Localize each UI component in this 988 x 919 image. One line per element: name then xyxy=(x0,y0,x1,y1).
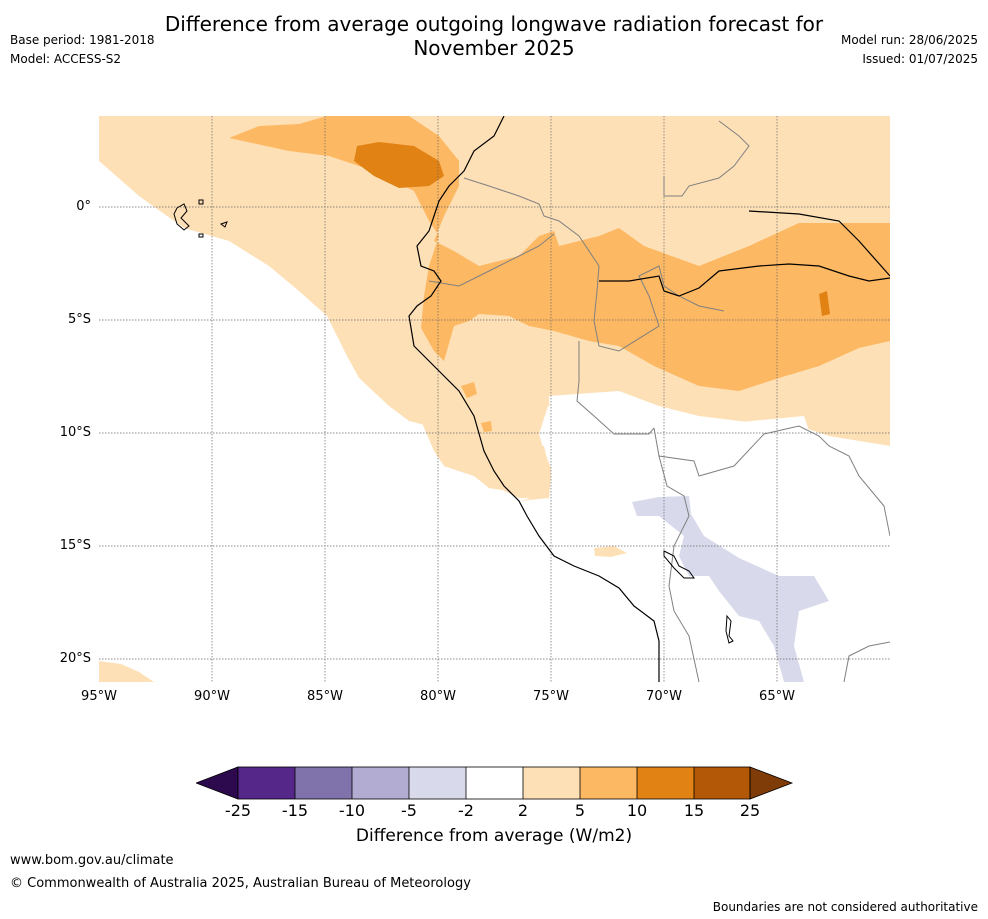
colorbar-tick-9: 15 xyxy=(683,801,705,820)
issued-date: Issued: 01/07/2025 xyxy=(862,52,978,66)
title-line-2: November 2025 xyxy=(413,36,575,60)
colorbar-bin-4 xyxy=(409,767,466,799)
lat-label-20s: 20°S xyxy=(59,651,91,666)
colorbar-tick-2: -15 xyxy=(281,801,309,820)
anomaly-region-dark-orange-2 xyxy=(819,291,830,316)
colorbar-tick-7: 5 xyxy=(574,801,586,820)
anomaly-region-neutral xyxy=(99,391,890,682)
lat-label-5s: 5°S xyxy=(67,312,91,327)
chart-title: Difference from average outgoing longwav… xyxy=(0,12,988,60)
lat-label-10s: 10°S xyxy=(59,425,91,440)
galapagos-islands xyxy=(173,199,228,238)
boundary-disclaimer: Boundaries are not considered authoritat… xyxy=(712,900,978,914)
colorbar-bin-5 xyxy=(466,767,523,799)
lon-label-95w: 95°W xyxy=(81,689,117,704)
lon-label-65w: 65°W xyxy=(759,689,795,704)
anomaly-region-dark-orange xyxy=(354,142,444,188)
lat-label-15s: 15°S xyxy=(59,538,91,553)
bom-url: www.bom.gov.au/climate xyxy=(10,853,174,868)
colorbar-bin-8 xyxy=(637,767,694,799)
graticule xyxy=(99,116,890,682)
anomaly-region-medium-3 xyxy=(481,421,492,432)
anomaly-region-medium-2 xyxy=(461,382,477,398)
colorbar-extend-low xyxy=(196,766,239,800)
map-area xyxy=(99,116,890,682)
colorbar-bin-2 xyxy=(295,767,352,799)
lake-titicaca xyxy=(663,550,734,644)
colorbar-bin-7 xyxy=(580,767,637,799)
colorbar-tick-1: -25 xyxy=(224,801,252,820)
base-period: Base period: 1981-2018 xyxy=(10,33,155,47)
colorbar-extend-high xyxy=(749,766,794,800)
colorbar-tick-8: 10 xyxy=(626,801,648,820)
title-line-1: Difference from average outgoing longwav… xyxy=(164,12,824,36)
colorbar xyxy=(196,766,794,800)
colorbar-bin-6 xyxy=(523,767,580,799)
colorbar-tick-3: -10 xyxy=(338,801,366,820)
colorbar-bin-9 xyxy=(694,767,750,799)
model-name: Model: ACCESS-S2 xyxy=(10,52,122,66)
lon-label-90w: 90°W xyxy=(194,689,230,704)
anomaly-region-bottom-left xyxy=(99,661,154,682)
model-run: Model run: 28/06/2025 xyxy=(840,33,978,47)
colorbar-tick-6: 2 xyxy=(517,801,529,820)
anomaly-region-medium-orange xyxy=(229,116,890,391)
lon-label-70w: 70°W xyxy=(646,689,682,704)
anomaly-region-negative xyxy=(632,496,829,682)
anomaly-region-small xyxy=(594,546,627,557)
colorbar-tick-10: 25 xyxy=(739,801,761,820)
lon-label-85w: 85°W xyxy=(307,689,343,704)
coastlines xyxy=(408,116,890,682)
colorbar-label: Difference from average (W/m2) xyxy=(355,826,633,846)
country-borders xyxy=(428,120,890,682)
colorbar-bin-3 xyxy=(352,767,409,799)
lat-label-0: 0° xyxy=(76,199,91,214)
copyright: © Commonwealth of Australia 2025, Austra… xyxy=(10,876,471,891)
anomaly-region-coast xyxy=(399,356,551,498)
colorbar-tick-4: -5 xyxy=(401,801,417,820)
colorbar-tick-5: -2 xyxy=(458,801,474,820)
colorbar-bin-1 xyxy=(238,767,295,799)
lon-label-75w: 75°W xyxy=(533,689,569,704)
lon-label-80w: 80°W xyxy=(420,689,456,704)
